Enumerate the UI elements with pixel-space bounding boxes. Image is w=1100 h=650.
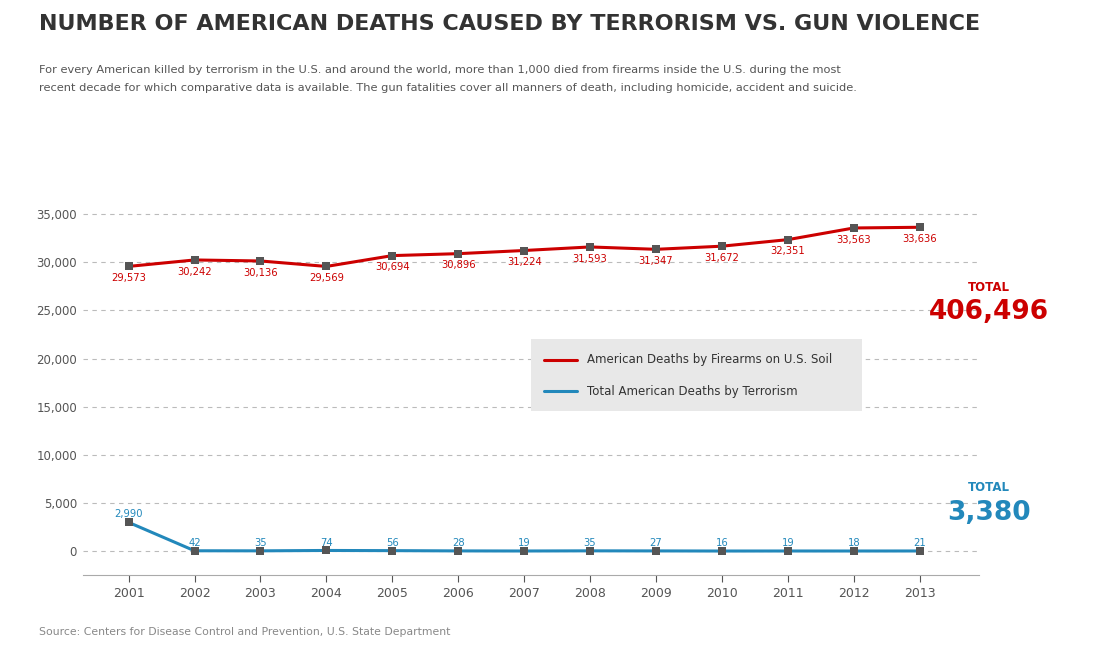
Text: American Deaths by Firearms on U.S. Soil: American Deaths by Firearms on U.S. Soil	[587, 353, 833, 366]
Text: 31,224: 31,224	[507, 257, 541, 267]
Text: Total American Deaths by Terrorism: Total American Deaths by Terrorism	[587, 385, 797, 398]
Text: recent decade for which comparative data is available. The gun fatalities cover : recent decade for which comparative data…	[39, 83, 857, 93]
Text: 74: 74	[320, 538, 332, 547]
Text: 33,563: 33,563	[836, 235, 871, 244]
Text: TOTAL: TOTAL	[968, 281, 1010, 294]
Text: 30,694: 30,694	[375, 263, 409, 272]
Text: 35: 35	[254, 538, 267, 548]
Text: 16: 16	[715, 538, 728, 548]
Text: 31,347: 31,347	[639, 256, 673, 266]
Text: 35: 35	[584, 538, 596, 548]
Text: 28: 28	[452, 538, 464, 548]
Text: 31,593: 31,593	[573, 254, 607, 264]
Text: 31,672: 31,672	[704, 253, 739, 263]
Text: Source: Centers for Disease Control and Prevention, U.S. State Department: Source: Centers for Disease Control and …	[39, 627, 450, 637]
Text: 30,896: 30,896	[441, 261, 475, 270]
Text: 33,636: 33,636	[902, 234, 937, 244]
Text: 21: 21	[913, 538, 926, 548]
Text: 2,990: 2,990	[114, 509, 143, 519]
Text: 27: 27	[650, 538, 662, 548]
Text: 29,573: 29,573	[111, 273, 146, 283]
Text: For every American killed by terrorism in the U.S. and around the world, more th: For every American killed by terrorism i…	[39, 65, 840, 75]
Text: 32,351: 32,351	[770, 246, 805, 256]
Text: 3,380: 3,380	[947, 500, 1031, 526]
Text: 42: 42	[188, 538, 201, 548]
Text: 30,242: 30,242	[177, 266, 212, 277]
Text: 19: 19	[518, 538, 530, 548]
Text: 18: 18	[847, 538, 860, 548]
Text: 30,136: 30,136	[243, 268, 278, 278]
Text: 19: 19	[781, 538, 794, 548]
Text: 56: 56	[386, 538, 398, 548]
Text: 406,496: 406,496	[928, 299, 1049, 325]
Text: 29,569: 29,569	[309, 273, 344, 283]
Text: TOTAL: TOTAL	[968, 481, 1010, 494]
Text: NUMBER OF AMERICAN DEATHS CAUSED BY TERRORISM VS. GUN VIOLENCE: NUMBER OF AMERICAN DEATHS CAUSED BY TERR…	[39, 14, 980, 34]
